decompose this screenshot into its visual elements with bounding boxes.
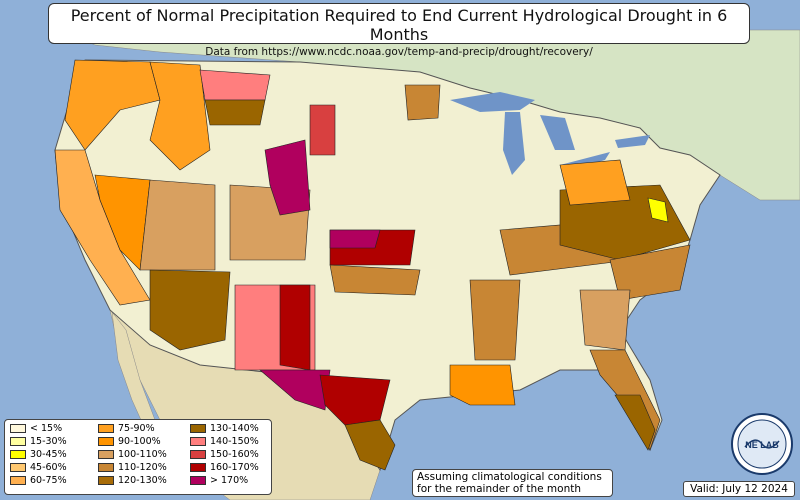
legend-item: 60-75% [10, 474, 67, 486]
legend-item: 45-60% [10, 461, 67, 473]
legend-label: 100-110% [118, 448, 167, 460]
valid-date: Valid: July 12 2024 [683, 481, 795, 497]
legend-label: 150-160% [210, 448, 259, 460]
legend-label: 45-60% [30, 461, 67, 473]
legend-column-1: < 15% 15-30% 30-45% 45-60% 60-75% [10, 422, 67, 487]
lake-michigan [503, 112, 525, 175]
legend-label: 75-90% [118, 422, 155, 434]
note-line-1: Assuming climatological conditions [417, 471, 602, 483]
region-utah [139, 179, 216, 271]
legend-swatch [10, 475, 26, 485]
legend-swatch [190, 475, 206, 485]
legend-label: 30-45% [30, 448, 67, 460]
legend-swatch [190, 462, 206, 472]
region-carolinas [609, 244, 691, 301]
note-line-2: for the remainder of the month [417, 483, 582, 495]
legend-swatch [190, 436, 206, 446]
region-nebraska-sd [309, 104, 336, 156]
legend-item: 140-150% [190, 435, 259, 447]
legend-swatch [98, 475, 114, 485]
legend-swatch [190, 449, 206, 459]
legend-swatch [98, 449, 114, 459]
region-mississippi-valley [469, 279, 521, 361]
legend-label: 110-120% [118, 461, 167, 473]
assumption-note: Assuming climatological conditions for t… [412, 469, 613, 497]
legend-item: 100-110% [98, 448, 167, 460]
legend: < 15% 15-30% 30-45% 45-60% 60-75% 75-90%… [4, 419, 272, 495]
region-nm-dark [279, 284, 311, 371]
legend-swatch [98, 423, 114, 433]
legend-item: 110-120% [98, 461, 167, 473]
legend-label: 60-75% [30, 474, 67, 486]
legend-swatch [10, 462, 26, 472]
region-montana-south [204, 99, 266, 126]
legend-label: 130-140% [210, 422, 259, 434]
lake-superior [450, 92, 535, 112]
legend-label: 90-100% [118, 435, 161, 447]
lake-huron [540, 115, 575, 150]
legend-swatch [10, 423, 26, 433]
lake-ontario [615, 135, 650, 148]
map-title: Percent of Normal Precipitation Required… [70, 6, 728, 44]
legend-item: 90-100% [98, 435, 167, 447]
legend-swatch [98, 436, 114, 446]
region-louisiana [449, 364, 516, 406]
region-south-texas [344, 419, 396, 471]
drought-regions [54, 59, 691, 471]
legend-item: 30-45% [10, 448, 67, 460]
nelab-logo: NE LAB [731, 413, 793, 475]
legend-item: 130-140% [190, 422, 259, 434]
region-delmarva [647, 197, 669, 223]
region-georgia [579, 289, 631, 351]
legend-swatch [10, 436, 26, 446]
legend-item: > 170% [190, 474, 259, 486]
legend-item: 75-90% [98, 422, 167, 434]
region-minnesota [404, 84, 441, 121]
title-panel: Percent of Normal Precipitation Required… [48, 3, 750, 58]
legend-label: 160-170% [210, 461, 259, 473]
region-nevada [94, 174, 151, 271]
region-florida-dark [614, 394, 656, 451]
legend-label: < 15% [30, 422, 63, 434]
region-west-texas [259, 369, 331, 411]
map-subtitle: Data from https://www.ncdc.noaa.gov/temp… [205, 46, 593, 58]
legend-item: 160-170% [190, 461, 259, 473]
legend-item: 15-30% [10, 435, 67, 447]
region-idaho [149, 61, 211, 171]
legend-label: 15-30% [30, 435, 67, 447]
region-kansas-magenta [329, 229, 381, 249]
legend-column-3: 130-140% 140-150% 150-160% 160-170% > 17… [190, 422, 259, 487]
region-ohio [559, 159, 631, 206]
legend-swatch [190, 423, 206, 433]
legend-label: > 170% [210, 474, 249, 486]
legend-item: 120-130% [98, 474, 167, 486]
region-montana-north [199, 69, 271, 101]
legend-item: < 15% [10, 422, 67, 434]
region-wyoming-red [264, 139, 311, 216]
logo-text: NE LAB [745, 440, 779, 450]
legend-item: 150-160% [190, 448, 259, 460]
legend-swatch [10, 449, 26, 459]
legend-column-2: 75-90% 90-100% 100-110% 110-120% 120-130… [98, 422, 167, 487]
legend-swatch [98, 462, 114, 472]
region-oklahoma [329, 264, 421, 296]
legend-label: 120-130% [118, 474, 167, 486]
legend-label: 140-150% [210, 435, 259, 447]
region-arizona [149, 269, 231, 351]
